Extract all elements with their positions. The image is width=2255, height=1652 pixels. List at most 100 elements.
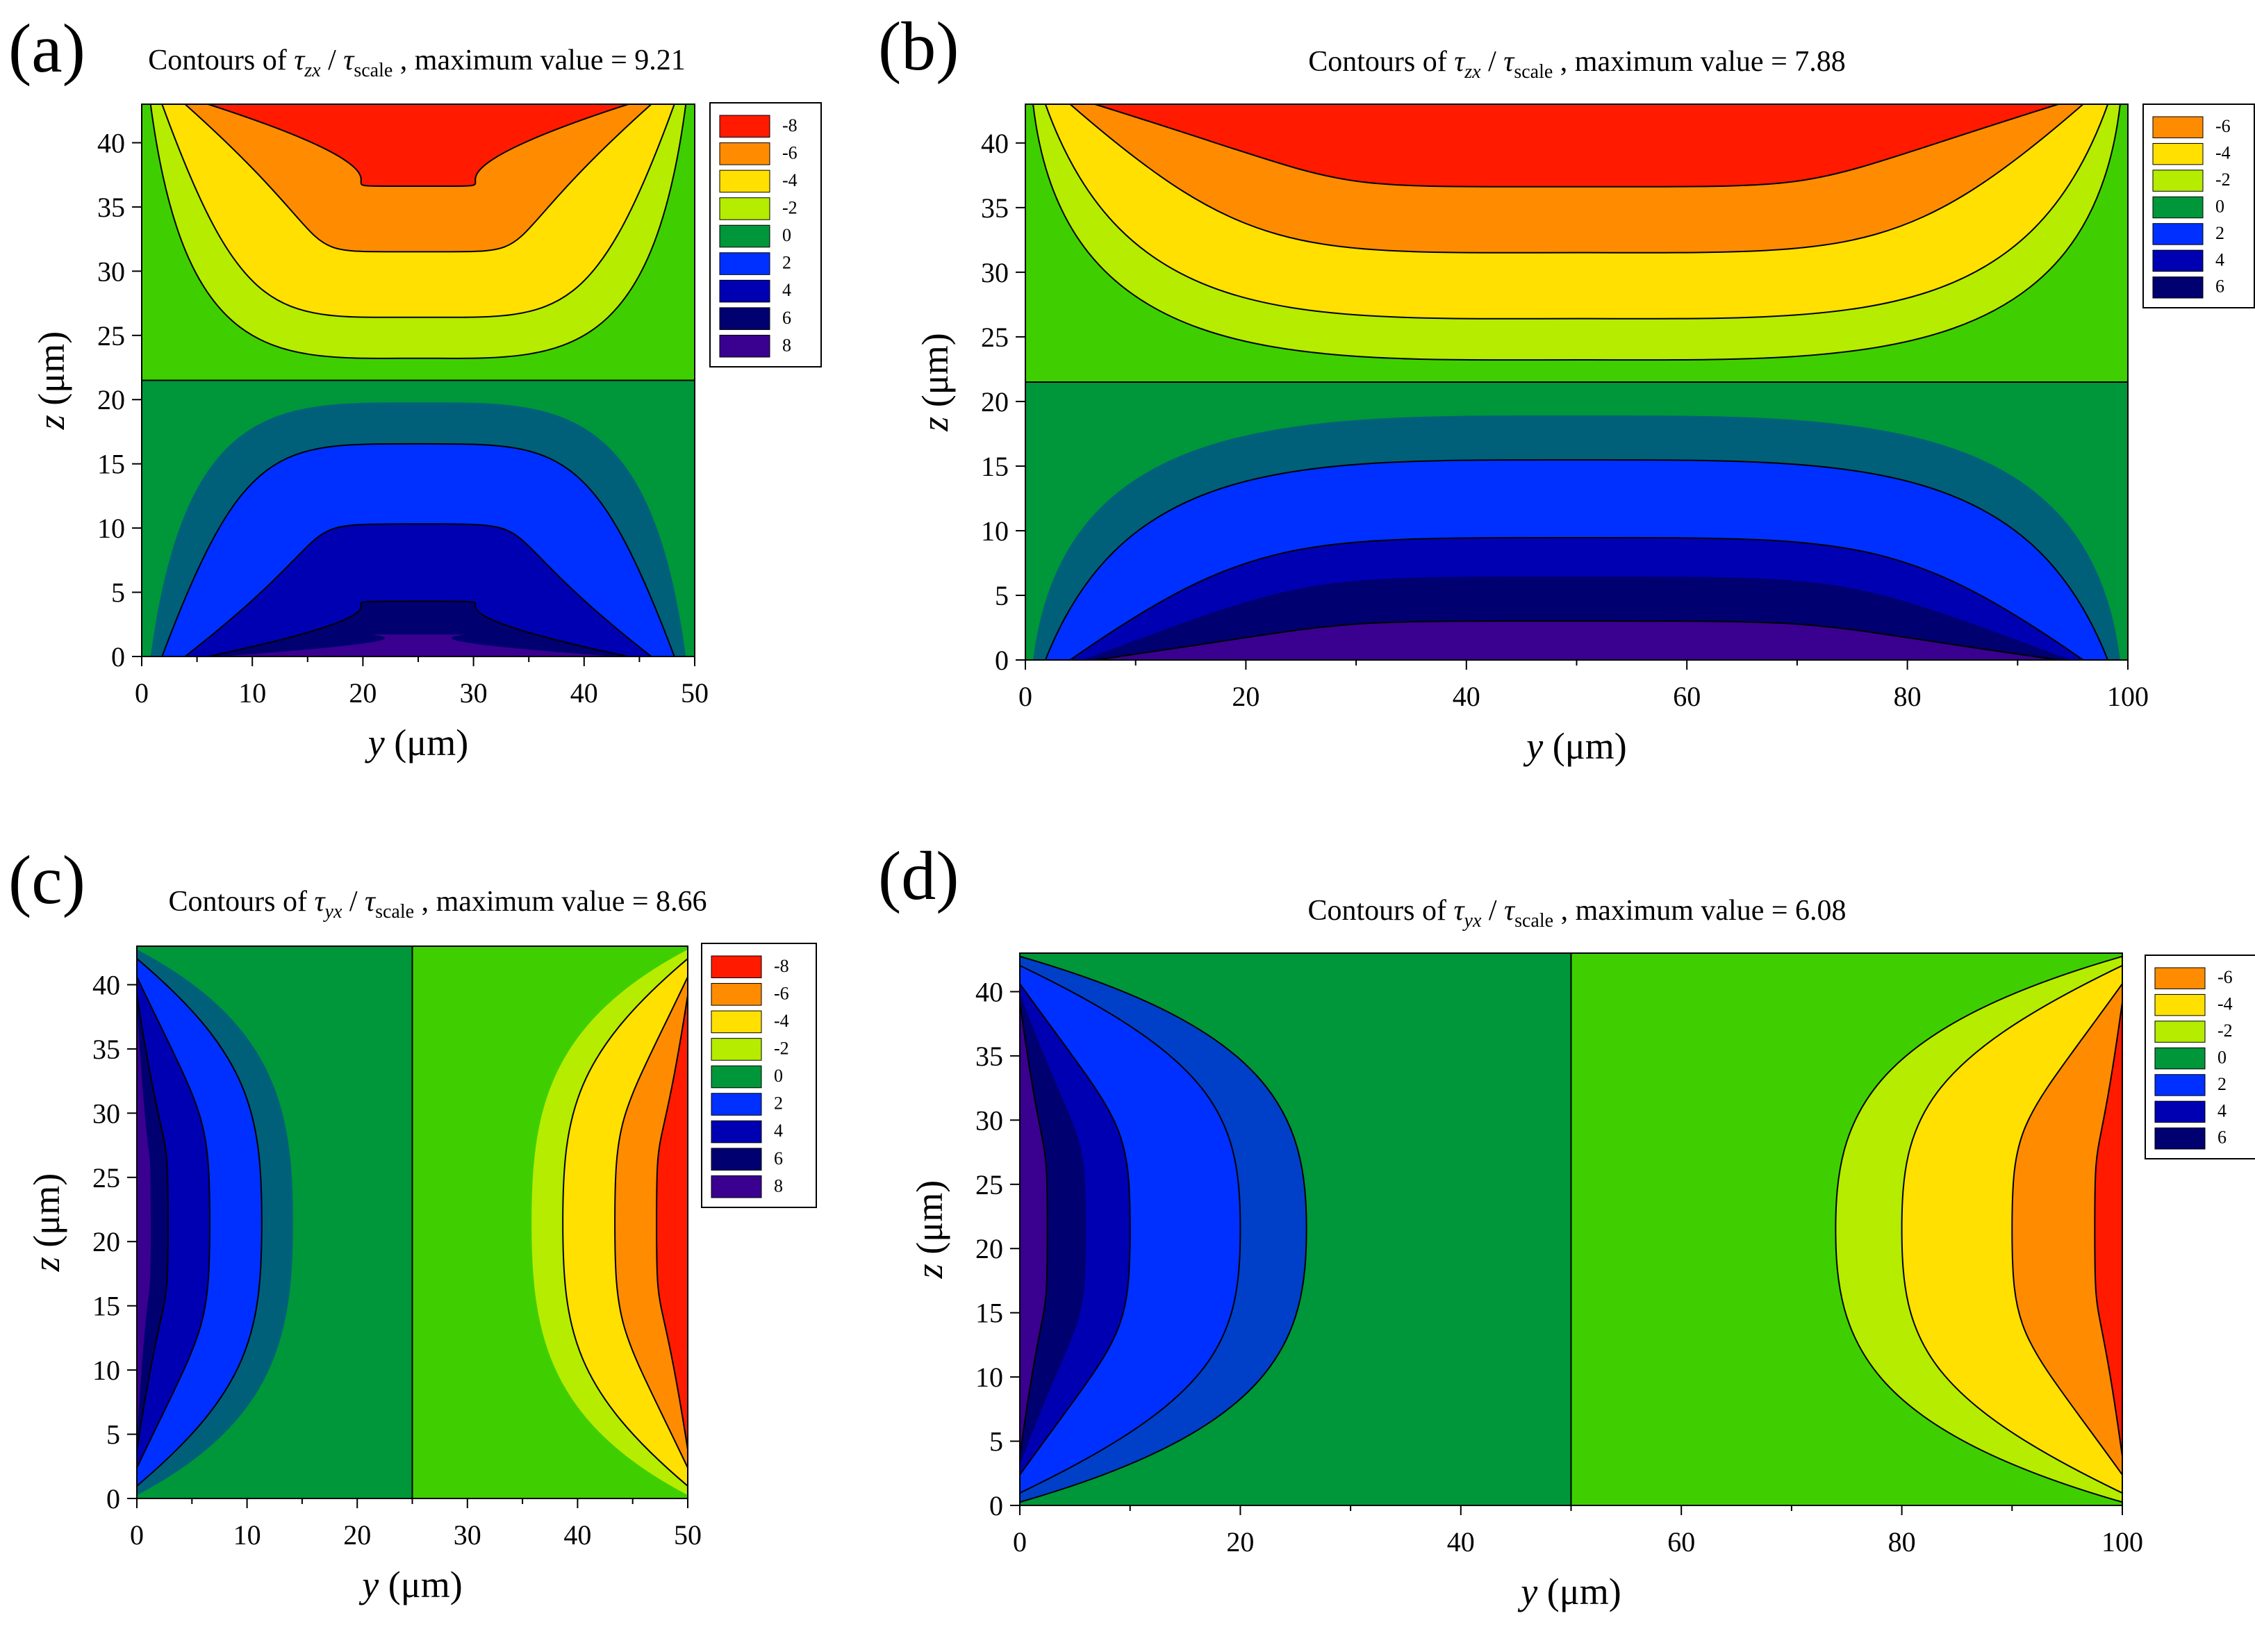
y-tick-label: 25	[97, 320, 125, 352]
x-axis-unit: (μm)	[379, 1564, 462, 1605]
y-tick-label: 20	[92, 1226, 120, 1257]
title-prefix: Contours of	[1307, 895, 1453, 927]
legend-swatch	[719, 307, 770, 330]
y-axis-unit: (μm)	[909, 1180, 950, 1264]
legend-label: 2	[2215, 223, 2224, 243]
y-tick-label: 5	[111, 577, 125, 609]
x-tick-label: 40	[563, 1519, 591, 1551]
y-tick-label: 5	[989, 1426, 1003, 1457]
y-tick-label: 20	[981, 386, 1009, 418]
x-axis-unit: (μm)	[385, 722, 468, 763]
y-tick-label: 40	[975, 976, 1003, 1007]
y-tick-label: 10	[97, 513, 125, 544]
title-subscript2: scale	[354, 60, 393, 81]
legend-label: -8	[774, 956, 789, 976]
legend-label: 0	[774, 1066, 783, 1086]
legend-swatch	[711, 1148, 762, 1171]
y-tick-label: 25	[981, 322, 1009, 353]
legend-label: 4	[2215, 249, 2224, 270]
legend-label: -2	[782, 198, 798, 218]
y-axis-var: z	[914, 417, 956, 432]
chart-title: Contours of τyx / τscale , maximum value…	[1307, 895, 1846, 932]
y-tick-label: 15	[975, 1298, 1003, 1329]
title-symbol2: τ	[1504, 895, 1516, 927]
band-pos-6	[220, 634, 617, 656]
title-suffix: , maximum value = 8.66	[414, 886, 707, 918]
y-axis-unit: (μm)	[26, 1173, 67, 1257]
legend-swatch	[2152, 142, 2204, 165]
y-tick-label: 35	[97, 192, 125, 223]
legend-label: 2	[2217, 1074, 2227, 1094]
legend-label: -2	[774, 1039, 789, 1059]
legend-swatch	[711, 1175, 762, 1198]
x-axis-unit: (μm)	[1543, 725, 1626, 767]
y-tick-label: 15	[981, 451, 1009, 482]
y-axis-label: z (μm)	[26, 1173, 67, 1272]
x-axis-var: y	[365, 722, 385, 763]
legend-label: 6	[2215, 276, 2224, 297]
y-tick-label: 35	[981, 192, 1009, 224]
title-symbol2: τ	[1503, 46, 1515, 78]
legend-label: 2	[782, 253, 791, 273]
legend-label: 8	[774, 1175, 783, 1196]
legend-swatch	[719, 224, 770, 248]
y-tick-label: 30	[92, 1098, 120, 1129]
title-subscript: zx	[304, 60, 321, 81]
title-symbol: τ	[1454, 46, 1466, 78]
y-tick-label: 30	[975, 1105, 1003, 1136]
band-left-6	[137, 1004, 151, 1441]
y-tick-label: 10	[981, 515, 1009, 547]
band-left-5	[1020, 1002, 1048, 1457]
y-tick-label: 0	[995, 645, 1009, 676]
x-tick-label: 100	[2101, 1526, 2143, 1558]
panel-label: (c)	[8, 841, 85, 918]
y-tick-label: 25	[975, 1169, 1003, 1200]
x-axis-label: y (μm)	[1517, 1571, 1621, 1612]
legend-label: -4	[2215, 143, 2231, 163]
legend-swatch	[2154, 1074, 2206, 1096]
contour-plot-area	[142, 104, 695, 656]
title-suffix: , maximum value = 7.88	[1553, 46, 1845, 78]
legend-swatch	[711, 1065, 762, 1089]
y-tick-label: 10	[92, 1355, 120, 1386]
x-axis-label: y (μm)	[1523, 725, 1626, 767]
x-tick-label: 40	[1447, 1526, 1475, 1558]
contour-plot-area	[1025, 104, 2128, 660]
x-tick-label: 10	[233, 1519, 261, 1551]
legend-swatch	[2152, 249, 2204, 272]
legend-swatch	[2154, 1128, 2206, 1150]
x-tick-label: 20	[343, 1519, 371, 1551]
legend-label: -6	[774, 983, 789, 1003]
x-tick-label: 0	[1013, 1526, 1027, 1558]
x-tick-label: 30	[454, 1519, 481, 1551]
band-pos-5	[208, 600, 629, 656]
legend-swatch	[719, 142, 770, 165]
y-tick-label: 40	[97, 127, 125, 158]
x-tick-label: 100	[2107, 681, 2149, 712]
x-axis-var: y	[1517, 1571, 1537, 1612]
legend-label: 2	[774, 1093, 783, 1114]
band-neg-5	[208, 104, 629, 188]
y-axis-var: z	[26, 1257, 67, 1272]
legend-swatch	[2154, 1021, 2206, 1043]
title-slash: /	[1481, 895, 1504, 927]
legend-label: 4	[782, 280, 791, 300]
legend-label: 8	[782, 335, 791, 355]
y-tick-label: 40	[981, 128, 1009, 159]
x-tick-label: 20	[349, 677, 377, 709]
title-symbol: τ	[314, 886, 326, 918]
legend-swatch	[719, 279, 770, 303]
legend-swatch	[2152, 116, 2204, 138]
legend-label: -4	[774, 1011, 789, 1031]
y-tick-label: 5	[106, 1419, 120, 1451]
y-axis-unit: (μm)	[31, 331, 72, 415]
legend-swatch	[711, 1010, 762, 1034]
y-axis-label: z (μm)	[909, 1180, 950, 1279]
legend-swatch	[2154, 1047, 2206, 1070]
y-axis-unit: (μm)	[914, 333, 956, 416]
legend-swatch	[719, 197, 770, 220]
